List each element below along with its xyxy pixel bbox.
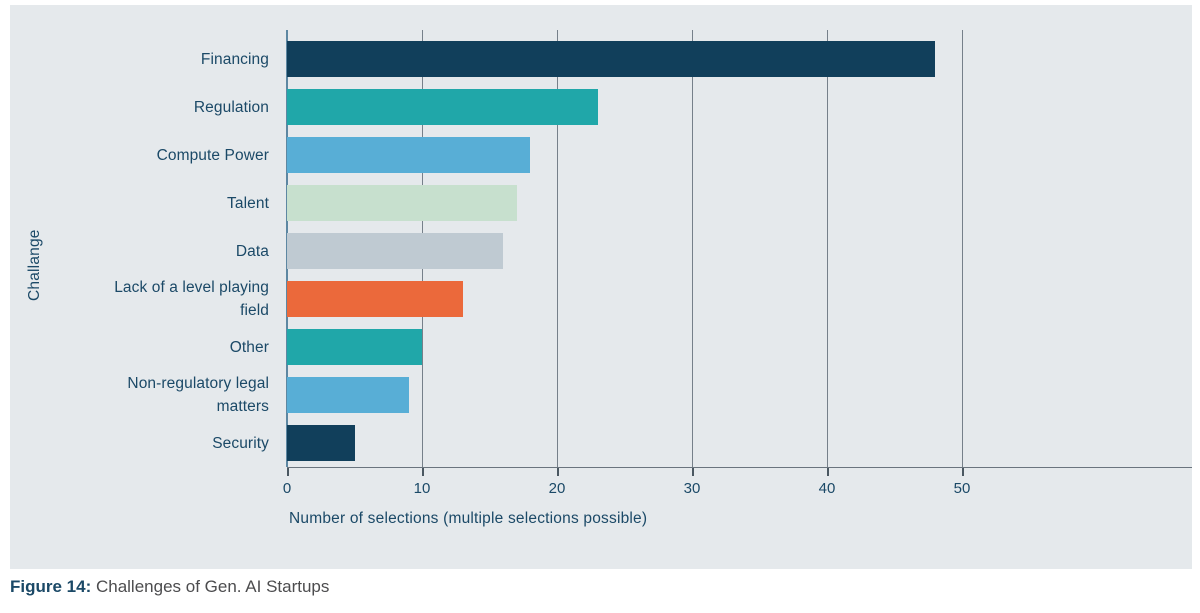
- bar: [287, 233, 503, 269]
- x-axis-tick-label: 20: [548, 480, 566, 497]
- bar-row: [287, 179, 1192, 227]
- bar: [287, 185, 517, 221]
- category-label: Compute Power: [156, 146, 269, 164]
- bar-row: [287, 35, 1192, 83]
- gridline: [692, 30, 693, 467]
- x-axis-tick: [557, 468, 559, 476]
- bar: [287, 281, 463, 317]
- bar-row: [287, 419, 1192, 467]
- x-axis-tick: [287, 468, 289, 476]
- bar-row: [287, 131, 1192, 179]
- figure-caption-text: Challenges of Gen. AI Startups: [91, 577, 330, 596]
- gridline: [962, 30, 963, 467]
- x-axis-tick-label: 0: [282, 480, 292, 497]
- bar: [287, 137, 530, 173]
- bar-row: [287, 275, 1192, 323]
- x-axis-tick: [962, 468, 964, 476]
- category-label: Lack of a level playing field: [114, 279, 269, 319]
- gridline: [557, 30, 558, 467]
- x-axis-line: [287, 467, 1192, 468]
- bar: [287, 89, 598, 125]
- x-axis-tick: [692, 468, 694, 476]
- bar-row: [287, 227, 1192, 275]
- category-label: Non-regulatory legal matters: [127, 375, 269, 415]
- x-axis-tick-label: 10: [413, 480, 431, 497]
- category-labels: Financing Regulation Compute Power Talent Da…: [10, 35, 278, 467]
- figure-number: Figure 14:: [10, 577, 92, 596]
- bar: [287, 425, 355, 461]
- category-label: Talent: [227, 194, 269, 212]
- bar-row: [287, 83, 1192, 131]
- x-axis-ticks: [287, 468, 1192, 478]
- gridline: [827, 30, 828, 467]
- bar: [287, 329, 422, 365]
- bar-row: [287, 371, 1192, 419]
- category-label: Financing: [200, 50, 269, 68]
- x-axis-tick: [422, 468, 424, 476]
- x-axis-tick-label: 50: [953, 480, 971, 497]
- chart-panel: Challange Financing Regulation Compute Pow…: [10, 5, 1192, 569]
- x-axis-tick-labels: 0 10 20 30 40 50: [283, 480, 1192, 500]
- category-label: Security: [212, 434, 269, 452]
- plot-area: [286, 30, 1192, 467]
- x-axis-tick: [827, 468, 829, 476]
- x-axis-tick-label: 40: [818, 480, 836, 497]
- category-label: Regulation: [193, 98, 269, 116]
- x-axis-tick-label: 30: [683, 480, 701, 497]
- bar-row: [287, 323, 1192, 371]
- bar: [287, 377, 409, 413]
- bar-rows: [287, 35, 1192, 467]
- x-axis-title: Number of selections (multiple selection…: [289, 510, 648, 527]
- category-label: Other: [229, 338, 269, 356]
- bar: [287, 41, 935, 77]
- category-label: Data: [235, 242, 269, 260]
- figure-caption: Figure 14: Challenges of Gen. AI Startup…: [10, 577, 329, 597]
